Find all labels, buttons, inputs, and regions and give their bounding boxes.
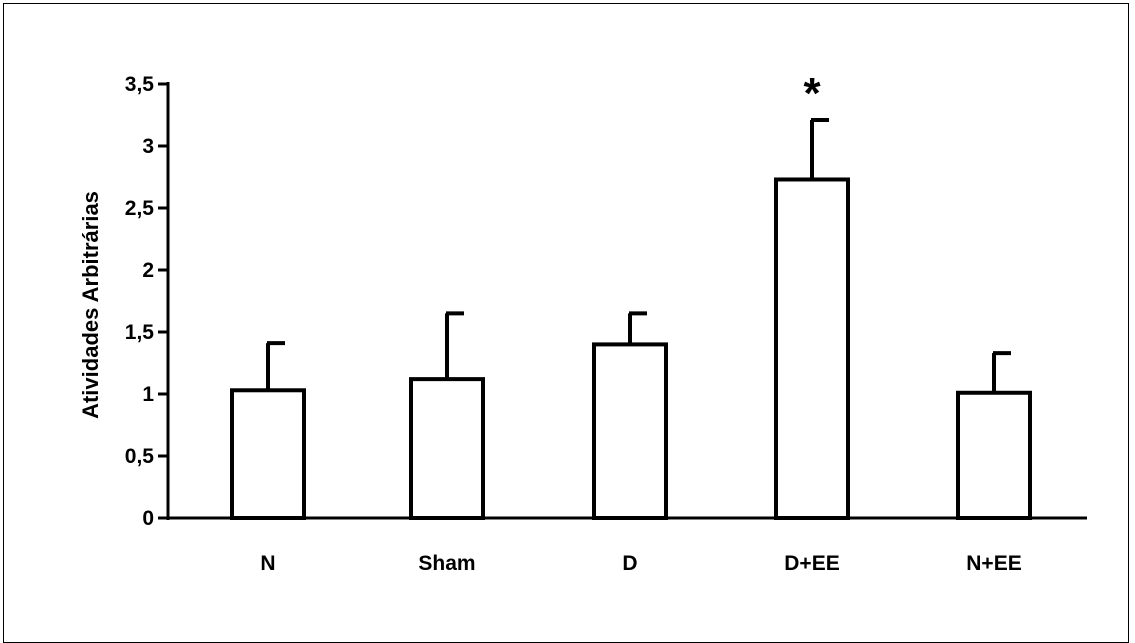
y-axis-label: Atividades Arbitrárias bbox=[78, 191, 103, 419]
bar-N+EE bbox=[956, 390, 1032, 521]
x-tick-label-D+EE: D+EE bbox=[784, 552, 839, 575]
bar-chart: N Sham D D+EE N+EE 0 0,5 1 1,5 2 2,5 3 3,5 * Atividad… bbox=[78, 69, 1087, 575]
y-tick-label: 2,5 bbox=[125, 197, 155, 220]
x-tick-label-Sham: Sham bbox=[418, 552, 475, 575]
y-tick-label: 0,5 bbox=[125, 445, 155, 468]
y-tick-label: 1,5 bbox=[125, 321, 155, 344]
y-tick-label: 3 bbox=[142, 135, 154, 158]
bar-D+EE bbox=[774, 177, 850, 520]
x-tick-label-N+EE: N+EE bbox=[966, 552, 1021, 575]
y-tick-label: 3,5 bbox=[125, 73, 155, 96]
x-tick-label-D: D bbox=[622, 552, 637, 575]
bar-D bbox=[592, 342, 668, 520]
y-tick-label: 0 bbox=[142, 507, 154, 530]
x-tick-label-N: N bbox=[260, 552, 275, 575]
y-tick-label: 1 bbox=[142, 383, 154, 406]
bar-N bbox=[230, 388, 306, 520]
y-tick-label: 2 bbox=[142, 259, 154, 282]
bar-Sham bbox=[409, 377, 485, 520]
significance-asterisk: * bbox=[803, 69, 821, 118]
